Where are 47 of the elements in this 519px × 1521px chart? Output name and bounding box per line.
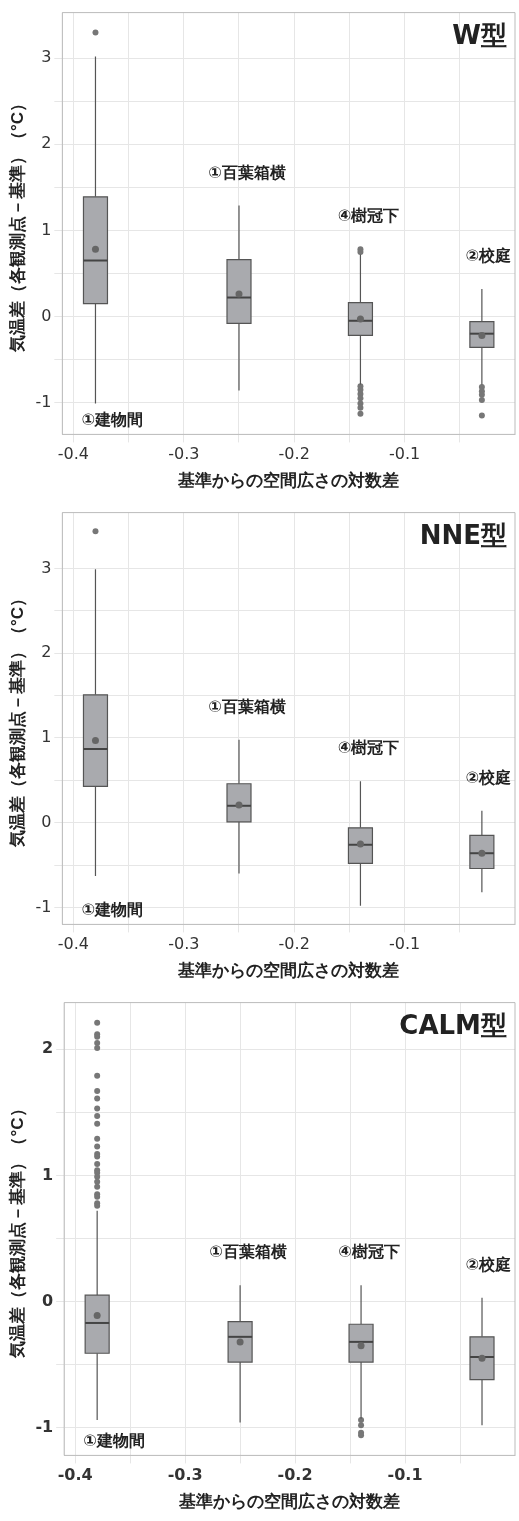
- y-tick-label: 0: [41, 305, 52, 325]
- annotation: ②校庭: [465, 246, 511, 266]
- y-tick-label: 3: [41, 47, 52, 67]
- y-tick-label: 0: [42, 1290, 54, 1310]
- y-axis-title: 気温差（各観測点－基準）（°C）: [7, 1100, 27, 1359]
- x-tick-label: -0.2: [277, 1465, 313, 1485]
- chart-title: NNE型: [419, 520, 507, 551]
- x-tick-label: -0.1: [388, 934, 421, 954]
- y-tick-label: 1: [41, 727, 52, 747]
- x-tick-label: -0.3: [168, 934, 200, 954]
- y-tick-label: 2: [41, 133, 52, 153]
- chart-title: W型: [452, 20, 507, 51]
- y-tick-label: 3: [41, 557, 52, 577]
- x-tick-label: -0.3: [167, 1465, 203, 1485]
- x-tick-label: -0.2: [278, 934, 310, 954]
- x-tick-label: -0.3: [168, 444, 200, 464]
- y-axis-title: 気温差（各観測点－基準）（°C）: [7, 94, 27, 354]
- annotation: ④樹冠下: [338, 1242, 400, 1262]
- annotation: ①建物間: [83, 1430, 145, 1450]
- y-tick-label: -1: [35, 896, 52, 916]
- y-tick-label: 0: [41, 811, 52, 831]
- x-tick-label: -0.4: [57, 444, 89, 464]
- x-tick-label: -0.2: [278, 444, 310, 464]
- annotation: ①百葉箱横: [208, 162, 286, 182]
- x-tick-label: -0.1: [388, 444, 421, 464]
- annotation: ④樹冠下: [337, 738, 400, 758]
- x-tick-label: -0.4: [57, 1465, 93, 1485]
- y-tick-label: 2: [41, 642, 52, 662]
- annotation: ②校庭: [465, 768, 511, 788]
- y-tick-label: -1: [35, 1416, 54, 1436]
- y-axis-title: 気温差（各観測点－基準）（°C）: [7, 589, 27, 849]
- x-axis-title: 基準からの空間広さの対数差: [178, 1492, 401, 1512]
- annotation: ①百葉箱横: [208, 696, 286, 716]
- x-axis-title: 基準からの空間広さの対数差: [177, 471, 400, 491]
- annotation: ①建物間: [81, 899, 144, 919]
- x-tick-label: -0.1: [387, 1465, 423, 1485]
- annotation: ①百葉箱横: [209, 1242, 287, 1262]
- y-tick-label: -1: [35, 391, 52, 411]
- chart-title: CALM型: [399, 1010, 507, 1041]
- y-tick-label: 2: [42, 1038, 54, 1058]
- x-tick-label: -0.4: [57, 934, 89, 954]
- y-tick-label: 1: [41, 219, 52, 239]
- annotation: ②校庭: [465, 1254, 511, 1274]
- annotation: ①建物間: [81, 409, 144, 429]
- x-axis-title: 基準からの空間広さの対数差: [177, 961, 400, 981]
- y-tick-label: 1: [42, 1164, 54, 1184]
- annotation: ④樹冠下: [337, 206, 400, 226]
